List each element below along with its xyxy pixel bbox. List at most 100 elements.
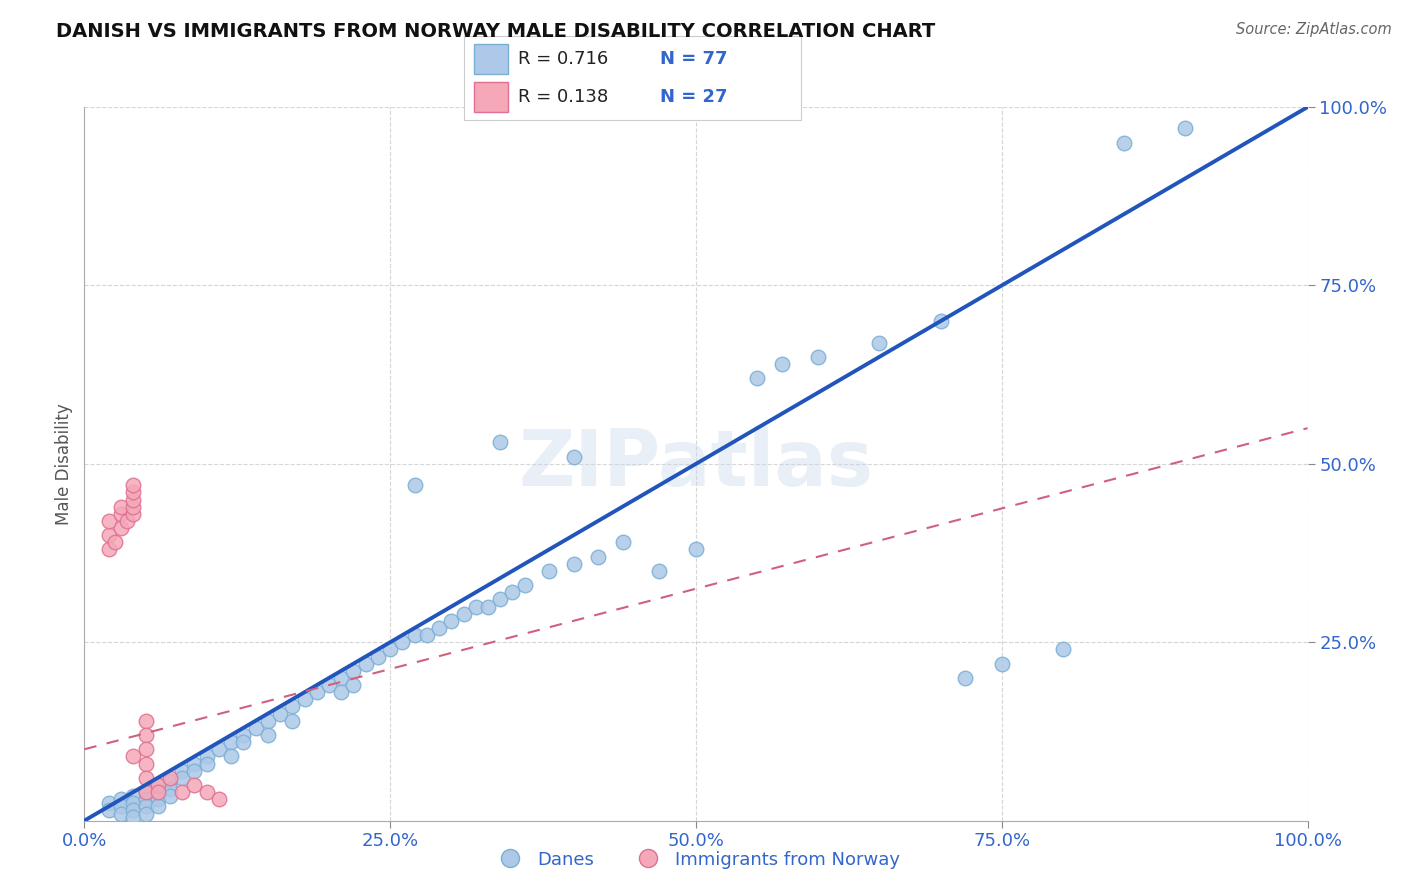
Point — [330, 685, 353, 699]
Point — [122, 810, 145, 824]
Text: ZIPatlas: ZIPatlas — [519, 425, 873, 502]
Point — [330, 671, 353, 685]
Point — [97, 514, 120, 528]
Point — [146, 785, 169, 799]
Point — [122, 789, 145, 803]
Point — [232, 728, 254, 742]
Point — [183, 756, 205, 771]
Point — [146, 778, 169, 792]
Point — [208, 792, 231, 806]
Point — [427, 621, 450, 635]
Point — [464, 599, 486, 614]
Point — [146, 799, 169, 814]
Point — [122, 749, 145, 764]
Point — [195, 749, 218, 764]
Point — [513, 578, 536, 592]
Point — [122, 492, 145, 507]
Point — [97, 796, 120, 810]
Legend: Danes, Immigrants from Norway: Danes, Immigrants from Norway — [485, 844, 907, 876]
Point — [990, 657, 1012, 671]
Point — [146, 778, 169, 792]
Text: N = 27: N = 27 — [659, 88, 727, 106]
Point — [294, 692, 316, 706]
Point — [208, 742, 231, 756]
Point — [562, 557, 585, 571]
Point — [135, 728, 157, 742]
Text: DANISH VS IMMIGRANTS FROM NORWAY MALE DISABILITY CORRELATION CHART: DANISH VS IMMIGRANTS FROM NORWAY MALE DI… — [56, 22, 935, 41]
Point — [135, 799, 157, 814]
Point — [183, 764, 205, 778]
Point — [489, 592, 512, 607]
Point — [257, 728, 280, 742]
Point — [122, 796, 145, 810]
Point — [219, 735, 242, 749]
Point — [404, 628, 426, 642]
Point — [172, 785, 194, 799]
Point — [501, 585, 523, 599]
Point — [305, 685, 328, 699]
Text: Source: ZipAtlas.com: Source: ZipAtlas.com — [1236, 22, 1392, 37]
Point — [281, 699, 304, 714]
Point — [929, 314, 952, 328]
Point — [770, 357, 793, 371]
Point — [318, 678, 340, 692]
Point — [586, 549, 609, 564]
Point — [159, 774, 181, 789]
Point — [110, 500, 132, 514]
Point — [146, 792, 169, 806]
Point — [416, 628, 439, 642]
Bar — [474, 82, 508, 112]
Point — [110, 507, 132, 521]
Point — [380, 642, 402, 657]
Point — [269, 706, 291, 721]
Point — [354, 657, 377, 671]
Point — [281, 714, 304, 728]
Point — [807, 350, 830, 364]
Point — [104, 535, 127, 549]
Point — [159, 771, 181, 785]
Point — [869, 335, 891, 350]
Point — [97, 803, 120, 817]
Point — [1114, 136, 1136, 150]
Y-axis label: Male Disability: Male Disability — [55, 403, 73, 524]
Point — [257, 714, 280, 728]
Point — [172, 764, 194, 778]
Point — [110, 799, 132, 814]
Point — [110, 792, 132, 806]
Point — [172, 771, 194, 785]
Point — [612, 535, 634, 549]
Point — [477, 599, 499, 614]
Point — [367, 649, 389, 664]
Point — [135, 742, 157, 756]
Point — [685, 542, 707, 557]
Point — [115, 514, 138, 528]
Point — [159, 789, 181, 803]
Text: R = 0.716: R = 0.716 — [517, 50, 609, 68]
Point — [135, 806, 157, 821]
Point — [195, 785, 218, 799]
Point — [122, 478, 145, 492]
Point — [440, 614, 463, 628]
Point — [122, 803, 145, 817]
Point — [342, 664, 364, 678]
Point — [122, 485, 145, 500]
Point — [1052, 642, 1074, 657]
Text: R = 0.138: R = 0.138 — [517, 88, 609, 106]
Point — [122, 500, 145, 514]
Point — [538, 564, 561, 578]
Point — [97, 528, 120, 542]
Point — [953, 671, 976, 685]
Point — [135, 756, 157, 771]
Point — [135, 714, 157, 728]
Point — [183, 778, 205, 792]
Point — [404, 478, 426, 492]
Point — [453, 607, 475, 621]
Point — [489, 435, 512, 450]
Point — [245, 721, 267, 735]
Text: N = 77: N = 77 — [659, 50, 727, 68]
Point — [146, 785, 169, 799]
Bar — [474, 44, 508, 74]
Point — [219, 749, 242, 764]
Point — [747, 371, 769, 385]
Point — [135, 785, 157, 799]
